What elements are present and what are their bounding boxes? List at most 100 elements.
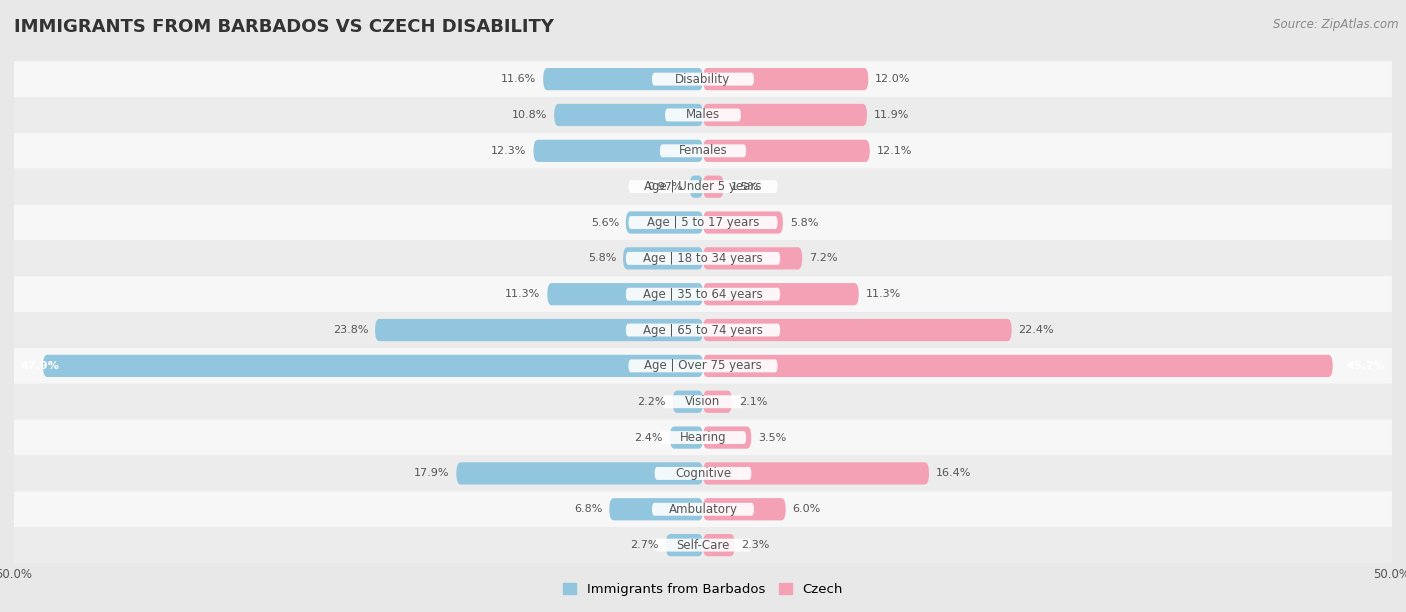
Text: 12.0%: 12.0% bbox=[875, 74, 911, 84]
Text: 7.2%: 7.2% bbox=[808, 253, 838, 263]
Text: 11.3%: 11.3% bbox=[866, 289, 901, 299]
FancyBboxPatch shape bbox=[14, 455, 1392, 491]
FancyBboxPatch shape bbox=[623, 247, 703, 269]
Text: 2.4%: 2.4% bbox=[634, 433, 664, 442]
FancyBboxPatch shape bbox=[14, 61, 1392, 97]
Text: 2.3%: 2.3% bbox=[741, 540, 770, 550]
FancyBboxPatch shape bbox=[626, 252, 780, 265]
FancyBboxPatch shape bbox=[14, 133, 1392, 169]
FancyBboxPatch shape bbox=[628, 216, 778, 229]
FancyBboxPatch shape bbox=[626, 324, 780, 337]
Text: Self-Care: Self-Care bbox=[676, 539, 730, 551]
FancyBboxPatch shape bbox=[703, 68, 869, 90]
FancyBboxPatch shape bbox=[533, 140, 703, 162]
FancyBboxPatch shape bbox=[14, 491, 1392, 527]
FancyBboxPatch shape bbox=[14, 204, 1392, 241]
FancyBboxPatch shape bbox=[14, 312, 1392, 348]
FancyBboxPatch shape bbox=[609, 498, 703, 520]
Text: 10.8%: 10.8% bbox=[512, 110, 547, 120]
FancyBboxPatch shape bbox=[703, 319, 1012, 341]
FancyBboxPatch shape bbox=[689, 176, 703, 198]
FancyBboxPatch shape bbox=[703, 498, 786, 520]
Text: Age | Under 5 years: Age | Under 5 years bbox=[644, 180, 762, 193]
FancyBboxPatch shape bbox=[652, 73, 754, 86]
FancyBboxPatch shape bbox=[665, 108, 741, 121]
FancyBboxPatch shape bbox=[703, 427, 751, 449]
Text: Disability: Disability bbox=[675, 73, 731, 86]
FancyBboxPatch shape bbox=[628, 180, 778, 193]
Text: Age | Over 75 years: Age | Over 75 years bbox=[644, 359, 762, 372]
Text: Females: Females bbox=[679, 144, 727, 157]
Text: Males: Males bbox=[686, 108, 720, 121]
Text: 2.7%: 2.7% bbox=[630, 540, 659, 550]
Text: 11.3%: 11.3% bbox=[505, 289, 540, 299]
FancyBboxPatch shape bbox=[554, 104, 703, 126]
Text: 12.3%: 12.3% bbox=[491, 146, 527, 156]
Text: Source: ZipAtlas.com: Source: ZipAtlas.com bbox=[1274, 18, 1399, 31]
Legend: Immigrants from Barbados, Czech: Immigrants from Barbados, Czech bbox=[558, 578, 848, 602]
Text: 16.4%: 16.4% bbox=[936, 468, 972, 479]
Text: 23.8%: 23.8% bbox=[333, 325, 368, 335]
FancyBboxPatch shape bbox=[628, 359, 778, 372]
Text: Cognitive: Cognitive bbox=[675, 467, 731, 480]
Text: 47.9%: 47.9% bbox=[21, 361, 60, 371]
FancyBboxPatch shape bbox=[655, 467, 751, 480]
Text: 5.8%: 5.8% bbox=[790, 217, 818, 228]
Text: 6.8%: 6.8% bbox=[574, 504, 602, 514]
Text: 2.1%: 2.1% bbox=[738, 397, 768, 407]
FancyBboxPatch shape bbox=[14, 420, 1392, 455]
FancyBboxPatch shape bbox=[457, 462, 703, 485]
FancyBboxPatch shape bbox=[703, 462, 929, 485]
FancyBboxPatch shape bbox=[14, 348, 1392, 384]
FancyBboxPatch shape bbox=[659, 431, 747, 444]
FancyBboxPatch shape bbox=[703, 283, 859, 305]
FancyBboxPatch shape bbox=[652, 503, 754, 516]
FancyBboxPatch shape bbox=[14, 527, 1392, 563]
FancyBboxPatch shape bbox=[703, 104, 868, 126]
FancyBboxPatch shape bbox=[703, 247, 803, 269]
Text: IMMIGRANTS FROM BARBADOS VS CZECH DISABILITY: IMMIGRANTS FROM BARBADOS VS CZECH DISABI… bbox=[14, 18, 554, 36]
FancyBboxPatch shape bbox=[703, 534, 735, 556]
FancyBboxPatch shape bbox=[703, 355, 1333, 377]
Text: 12.1%: 12.1% bbox=[876, 146, 912, 156]
Text: Ambulatory: Ambulatory bbox=[668, 503, 738, 516]
Text: 0.97%: 0.97% bbox=[647, 182, 683, 192]
FancyBboxPatch shape bbox=[662, 395, 744, 408]
Text: 17.9%: 17.9% bbox=[413, 468, 450, 479]
Text: 6.0%: 6.0% bbox=[793, 504, 821, 514]
FancyBboxPatch shape bbox=[669, 427, 703, 449]
Text: 3.5%: 3.5% bbox=[758, 433, 786, 442]
Text: Age | 35 to 64 years: Age | 35 to 64 years bbox=[643, 288, 763, 300]
Text: 5.6%: 5.6% bbox=[591, 217, 619, 228]
Text: 45.7%: 45.7% bbox=[1347, 361, 1385, 371]
FancyBboxPatch shape bbox=[14, 241, 1392, 276]
FancyBboxPatch shape bbox=[375, 319, 703, 341]
Text: Age | 65 to 74 years: Age | 65 to 74 years bbox=[643, 324, 763, 337]
Text: 11.6%: 11.6% bbox=[501, 74, 536, 84]
Text: 5.8%: 5.8% bbox=[588, 253, 616, 263]
FancyBboxPatch shape bbox=[543, 68, 703, 90]
FancyBboxPatch shape bbox=[14, 384, 1392, 420]
Text: Hearing: Hearing bbox=[679, 431, 727, 444]
FancyBboxPatch shape bbox=[14, 276, 1392, 312]
FancyBboxPatch shape bbox=[666, 534, 703, 556]
Text: Age | 18 to 34 years: Age | 18 to 34 years bbox=[643, 252, 763, 265]
FancyBboxPatch shape bbox=[672, 390, 703, 413]
FancyBboxPatch shape bbox=[703, 390, 733, 413]
Text: 22.4%: 22.4% bbox=[1018, 325, 1054, 335]
FancyBboxPatch shape bbox=[703, 176, 724, 198]
Text: 11.9%: 11.9% bbox=[875, 110, 910, 120]
Text: 2.2%: 2.2% bbox=[637, 397, 666, 407]
FancyBboxPatch shape bbox=[703, 211, 783, 234]
FancyBboxPatch shape bbox=[655, 539, 751, 551]
FancyBboxPatch shape bbox=[44, 355, 703, 377]
Text: Vision: Vision bbox=[685, 395, 721, 408]
FancyBboxPatch shape bbox=[547, 283, 703, 305]
FancyBboxPatch shape bbox=[703, 140, 870, 162]
FancyBboxPatch shape bbox=[626, 288, 780, 300]
Text: 1.5%: 1.5% bbox=[731, 182, 759, 192]
FancyBboxPatch shape bbox=[626, 211, 703, 234]
FancyBboxPatch shape bbox=[659, 144, 747, 157]
FancyBboxPatch shape bbox=[14, 169, 1392, 204]
FancyBboxPatch shape bbox=[14, 97, 1392, 133]
